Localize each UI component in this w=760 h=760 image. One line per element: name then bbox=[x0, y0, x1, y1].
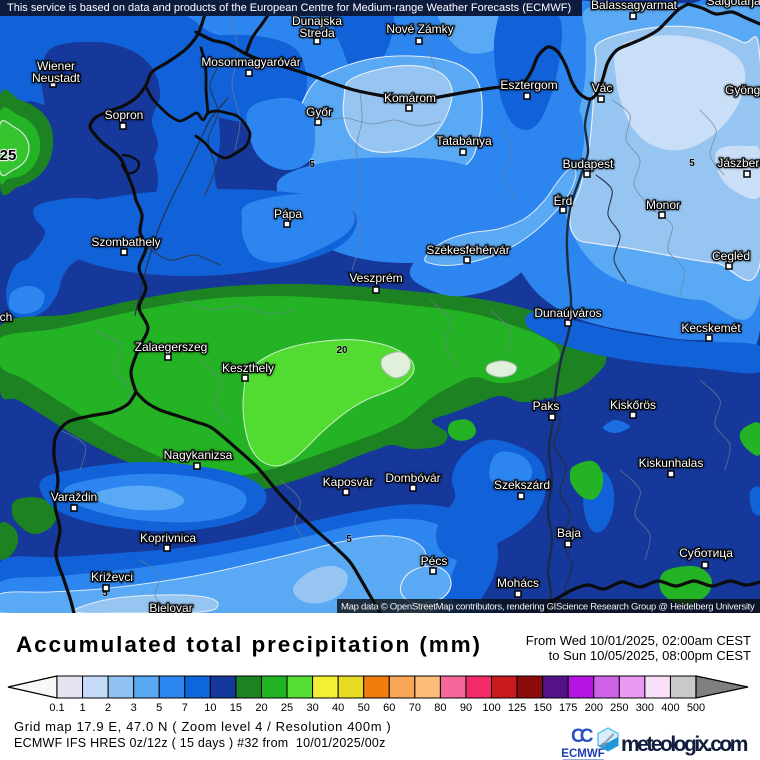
svg-text:Győr: Győr bbox=[306, 105, 332, 119]
svg-text:Dombóvár: Dombóvár bbox=[385, 471, 440, 485]
svg-text:Koprivnica: Koprivnica bbox=[140, 531, 196, 545]
svg-text:50: 50 bbox=[358, 702, 370, 714]
svg-text:10: 10 bbox=[204, 702, 216, 714]
svg-text:Dunaújváros: Dunaújváros bbox=[534, 306, 601, 320]
svg-text:3: 3 bbox=[131, 702, 137, 714]
svg-text:5: 5 bbox=[689, 158, 695, 169]
svg-text:Budapest: Budapest bbox=[563, 157, 614, 171]
svg-text:Tatabánya: Tatabánya bbox=[436, 134, 492, 148]
svg-text:Veszprém: Veszprém bbox=[349, 271, 402, 285]
svg-text:7: 7 bbox=[182, 702, 188, 714]
svg-text:Baja: Baja bbox=[557, 526, 581, 540]
svg-text:175: 175 bbox=[559, 702, 577, 714]
svg-text:5: 5 bbox=[309, 159, 315, 170]
svg-text:Szombathely: Szombathely bbox=[91, 235, 160, 249]
svg-text:125: 125 bbox=[508, 702, 526, 714]
svg-text:Esztergom: Esztergom bbox=[500, 78, 557, 92]
svg-text:30: 30 bbox=[306, 702, 318, 714]
svg-text:CC: CC bbox=[571, 726, 594, 747]
svg-text:Map data © OpenStreetMap contr: Map data © OpenStreetMap contributors, r… bbox=[341, 602, 755, 613]
svg-text:2: 2 bbox=[105, 702, 111, 714]
svg-text:Kiskunhalas: Kiskunhalas bbox=[639, 456, 704, 470]
svg-text:20: 20 bbox=[336, 345, 348, 356]
svg-text:Wiener: Wiener bbox=[37, 59, 75, 73]
svg-text:Mohács: Mohács bbox=[497, 576, 539, 590]
svg-text:Streda: Streda bbox=[299, 26, 335, 40]
svg-text:Pápa: Pápa bbox=[274, 207, 302, 221]
svg-text:Mosonmagyaróvár: Mosonmagyaróvár bbox=[201, 55, 300, 69]
svg-text:ch: ch bbox=[0, 310, 12, 324]
svg-text:Nagykanizsa: Nagykanizsa bbox=[164, 448, 233, 462]
svg-text:Kaposvár: Kaposvár bbox=[323, 475, 374, 489]
svg-text:25: 25 bbox=[281, 702, 293, 714]
svg-text:40: 40 bbox=[332, 702, 344, 714]
svg-text:Balassagyarmat: Balassagyarmat bbox=[591, 0, 678, 12]
svg-text:Gyöngyös: Gyöngyös bbox=[725, 83, 760, 97]
svg-text:Komárom: Komárom bbox=[384, 91, 436, 105]
svg-text:Zalaegerszeg: Zalaegerszeg bbox=[135, 340, 208, 354]
svg-text:80: 80 bbox=[434, 702, 446, 714]
svg-text:250: 250 bbox=[610, 702, 628, 714]
svg-text:Vác: Vác bbox=[592, 81, 613, 95]
svg-text:Nové Zámky: Nové Zámky bbox=[386, 22, 453, 36]
svg-text:5: 5 bbox=[156, 702, 162, 714]
svg-text:Monor: Monor bbox=[646, 198, 680, 212]
svg-text:Križevci: Križevci bbox=[91, 570, 133, 584]
svg-text:ECMWF: ECMWF bbox=[561, 748, 604, 760]
svg-text:Salgótarján: Salgótarján bbox=[707, 0, 760, 8]
svg-text:1: 1 bbox=[79, 702, 85, 714]
svg-text:Paks: Paks bbox=[533, 399, 560, 413]
svg-text:Kiskőrös: Kiskőrös bbox=[610, 398, 656, 412]
svg-text:20: 20 bbox=[255, 702, 267, 714]
svg-text:Cegléd: Cegléd bbox=[712, 249, 750, 263]
svg-text:100: 100 bbox=[482, 702, 500, 714]
svg-text:Dunajska: Dunajska bbox=[292, 14, 342, 28]
svg-text:300: 300 bbox=[636, 702, 654, 714]
svg-text:15: 15 bbox=[230, 702, 242, 714]
svg-text:meteologix.com: meteologix.com bbox=[621, 733, 748, 756]
svg-text:Суботица: Суботица bbox=[679, 546, 733, 560]
svg-text:0.1: 0.1 bbox=[49, 702, 64, 714]
svg-text:Kecskemét: Kecskemét bbox=[681, 321, 741, 335]
svg-text:200: 200 bbox=[585, 702, 603, 714]
svg-text:5: 5 bbox=[346, 534, 352, 545]
svg-text:25: 25 bbox=[0, 147, 16, 164]
svg-text:Pécs: Pécs bbox=[421, 554, 448, 568]
svg-text:Varaždin: Varaždin bbox=[51, 490, 97, 504]
svg-text:150: 150 bbox=[533, 702, 551, 714]
svg-text:500: 500 bbox=[687, 702, 705, 714]
svg-text:400: 400 bbox=[661, 702, 679, 714]
svg-text:Jászberény: Jászberény bbox=[717, 156, 760, 170]
svg-text:60: 60 bbox=[383, 702, 395, 714]
svg-text:Bielovar: Bielovar bbox=[149, 601, 192, 613]
svg-text:Székesfehérvár: Székesfehérvár bbox=[426, 243, 509, 257]
svg-text:90: 90 bbox=[460, 702, 472, 714]
svg-text:Szekszárd: Szekszárd bbox=[494, 478, 550, 492]
svg-text:5: 5 bbox=[102, 588, 108, 599]
svg-text:Neustadt: Neustadt bbox=[32, 71, 81, 85]
svg-text:Keszthely: Keszthely bbox=[222, 361, 274, 375]
svg-text:Sopron: Sopron bbox=[105, 108, 144, 122]
svg-text:Érd: Érd bbox=[554, 193, 573, 208]
svg-text:70: 70 bbox=[409, 702, 421, 714]
